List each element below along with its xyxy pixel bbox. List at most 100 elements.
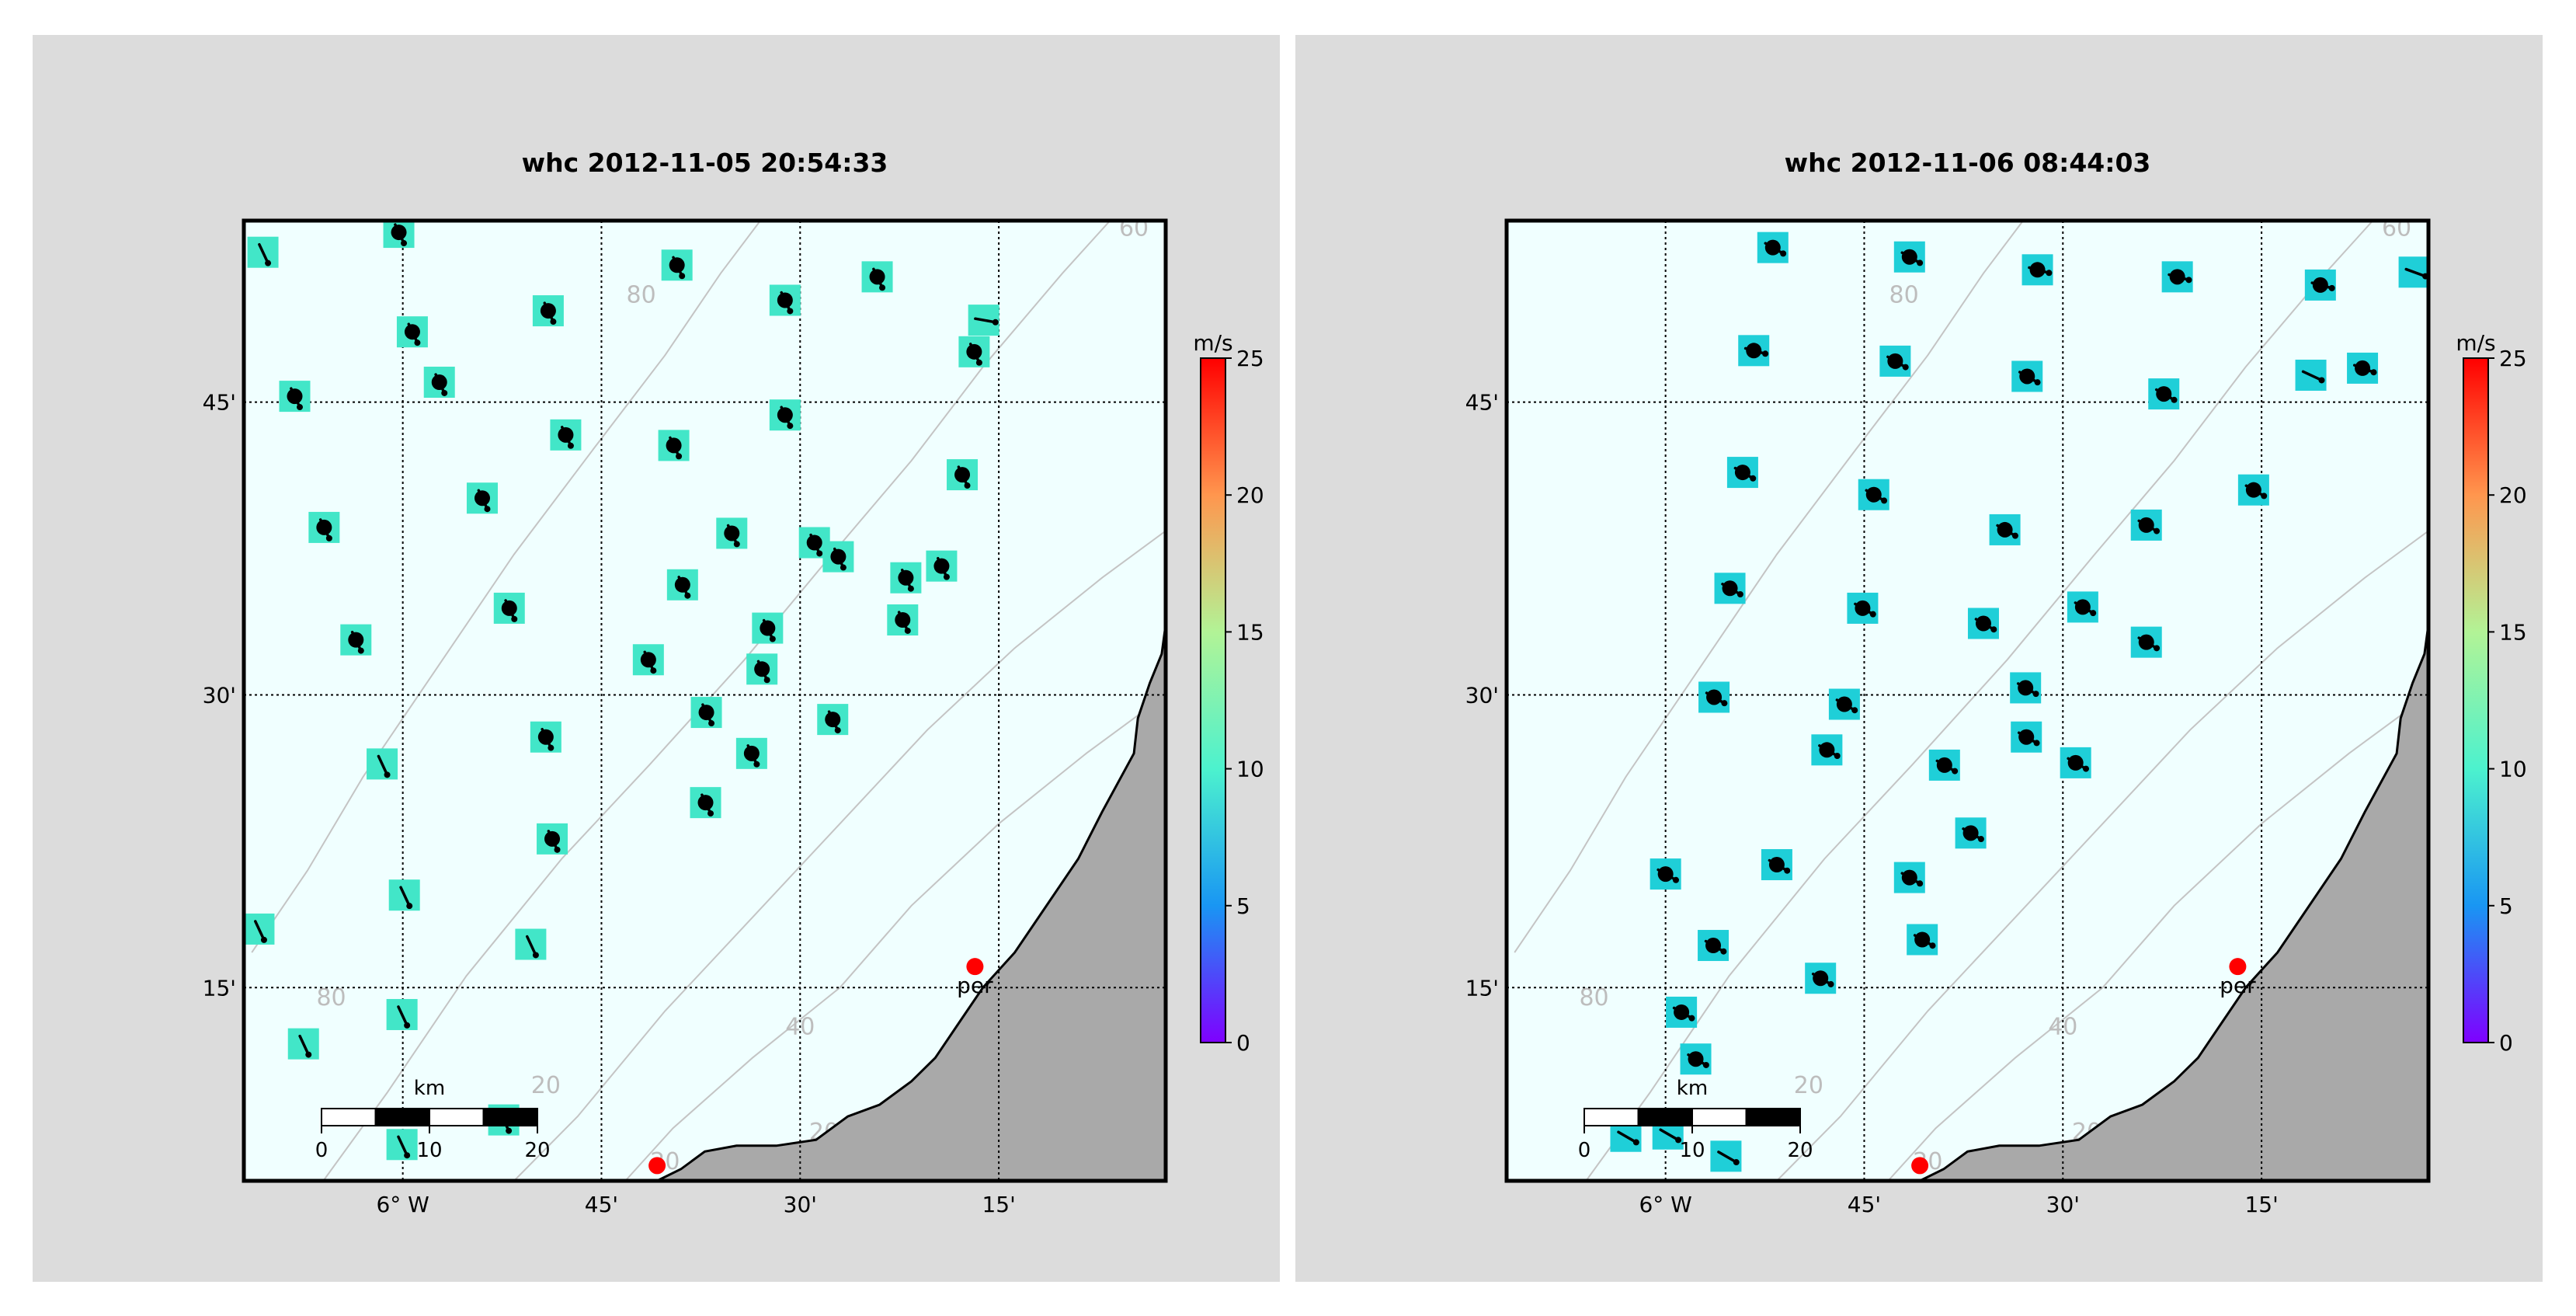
station-marker <box>1680 1043 1712 1075</box>
place-label-pen: pen <box>637 1172 678 1197</box>
station-dot <box>2029 262 2046 278</box>
map-left: whc 2012-11-05 20:54:3380804020202060pen… <box>203 148 1264 1217</box>
vector-tip <box>1929 942 1936 949</box>
station-dot <box>760 620 776 636</box>
lon-tick-label: 30' <box>2046 1192 2080 1217</box>
vector-tip <box>964 482 971 489</box>
station-marker <box>515 928 547 960</box>
station-dot <box>697 795 714 811</box>
colorbar-unit: m/s <box>1193 330 1232 356</box>
station-dot <box>825 712 841 728</box>
station-marker <box>2237 474 2269 506</box>
lat-tick-label: 30' <box>1465 682 1499 708</box>
depth-contour <box>513 530 1166 1181</box>
contour-label: 60 <box>2382 215 2411 242</box>
vector-tip <box>506 1127 513 1134</box>
station-marker <box>2295 359 2327 391</box>
vector-tip <box>1762 350 1769 357</box>
station-marker <box>861 261 893 293</box>
vector-tip <box>2090 610 2097 617</box>
scale-bar-unit: km <box>414 1077 445 1100</box>
station-marker <box>822 541 854 573</box>
vector-tip <box>975 359 982 366</box>
vector-tip <box>1733 1159 1740 1166</box>
station-marker <box>1828 688 1860 720</box>
vector-tip <box>548 744 554 751</box>
station-dot <box>669 257 685 273</box>
station-dot <box>1887 353 1903 369</box>
station-marker <box>690 697 722 729</box>
vector-tip <box>260 936 267 943</box>
vector-tip <box>650 667 657 674</box>
contour-label: 20 <box>531 1072 561 1099</box>
station-dot <box>1855 600 1871 616</box>
station-marker <box>1650 858 1681 890</box>
station-marker <box>1757 232 1789 263</box>
station-marker <box>279 381 311 413</box>
station-dot <box>966 343 982 360</box>
station-marker <box>423 367 455 399</box>
vector-tip <box>532 952 539 959</box>
station-marker <box>532 295 564 327</box>
wind-vector <box>974 317 997 324</box>
scale-bar-unit: km <box>1677 1077 1708 1100</box>
station-dot <box>1914 931 1931 948</box>
vector-tip <box>769 635 776 642</box>
lon-tick-label: 30' <box>784 1192 817 1217</box>
colorbar-unit: m/s <box>2456 330 2495 356</box>
station-dot <box>830 548 846 565</box>
station-marker <box>890 562 922 594</box>
scale-bar-segment <box>1637 1108 1693 1126</box>
vector-tip <box>1721 700 1728 707</box>
station-dot <box>2355 360 2371 376</box>
station-dot <box>2019 368 2035 385</box>
station-marker <box>2010 672 2042 704</box>
vector-tip <box>2154 527 2161 534</box>
station-marker <box>1726 457 1758 489</box>
station-marker <box>2022 254 2053 286</box>
station-marker <box>1858 479 1889 510</box>
station-marker <box>1989 514 2021 545</box>
station-dot <box>1997 521 2013 538</box>
vector-tip <box>904 627 911 634</box>
vector-tip <box>404 1022 411 1029</box>
station-dot <box>954 467 971 483</box>
station-marker <box>658 430 690 461</box>
station-dot <box>869 269 885 285</box>
station-marker <box>735 737 767 769</box>
vector-tip <box>834 727 841 734</box>
station-dot <box>2018 680 2034 696</box>
station-dot <box>316 519 332 535</box>
station-dot <box>666 437 682 454</box>
vector-tip <box>1632 1139 1639 1146</box>
station-dot <box>2169 269 2185 285</box>
station-marker <box>1805 963 1837 994</box>
lon-tick-label: 45' <box>1848 1192 1881 1217</box>
station-marker <box>340 624 372 656</box>
station-dot <box>1962 825 1979 841</box>
wind-vector <box>2301 370 2324 382</box>
lon-tick-label: 15' <box>982 1192 1015 1217</box>
station-dot <box>501 600 517 616</box>
station-marker <box>493 592 525 624</box>
place-marker-pen <box>1911 1157 1929 1175</box>
station-dot <box>2312 277 2328 293</box>
station-dot <box>537 729 554 745</box>
station-dot <box>2067 754 2084 771</box>
station-marker <box>1893 241 1925 273</box>
station-marker <box>2304 269 2336 301</box>
vector-tip <box>1917 259 1924 266</box>
vector-tip <box>1672 876 1679 883</box>
scale-bar-segment <box>1745 1108 1801 1126</box>
contour-label: 80 <box>1579 984 1608 1011</box>
station-marker <box>2130 509 2162 541</box>
lat-tick-label: 45' <box>1465 390 1499 416</box>
station-marker <box>1666 996 1698 1028</box>
vector-tip <box>1688 1015 1695 1022</box>
wind-vector <box>1617 1130 1638 1144</box>
station-dot <box>1936 757 1952 773</box>
vector-tip <box>708 720 715 727</box>
place-label-pen: pen <box>1900 1172 1941 1197</box>
